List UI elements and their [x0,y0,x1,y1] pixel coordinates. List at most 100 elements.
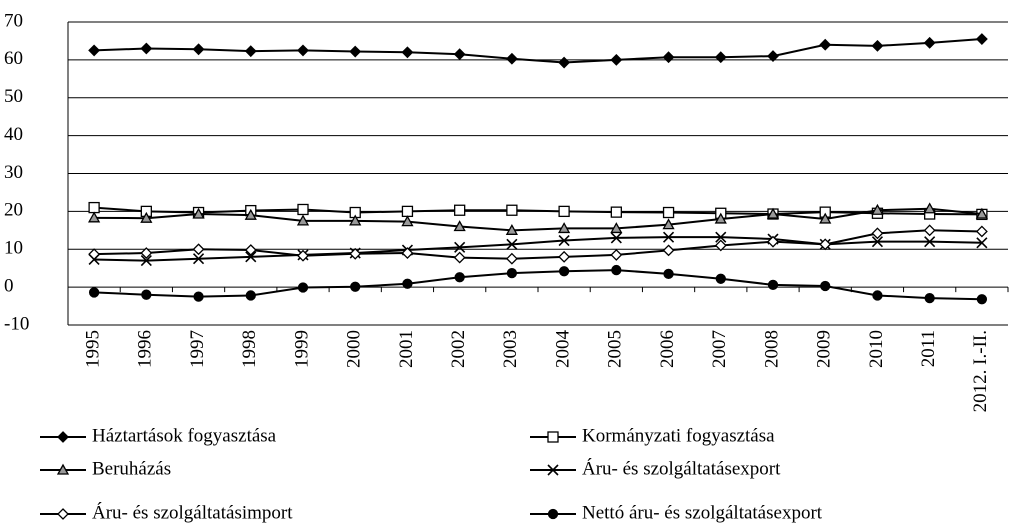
marker [662,218,675,230]
marker [350,281,361,292]
series-line [94,229,982,260]
y-tick-label: -10 [4,313,29,334]
y-tick-label: 40 [4,124,23,145]
legend-label: Nettó áru- és szolgáltatásexport [582,502,823,523]
series-line [94,207,982,232]
marker [297,249,309,262]
marker [558,222,571,234]
marker [715,273,726,284]
marker [88,248,101,261]
x-tick-label: 2006 [657,330,678,368]
x-tick-label: 2003 [500,330,521,368]
x-tick-label: 2008 [761,330,782,368]
marker [975,225,988,238]
marker [297,203,309,216]
marker [924,236,936,248]
marker [140,247,153,259]
y-tick-label: 0 [4,275,14,296]
series-line [94,206,982,216]
marker [244,208,257,220]
marker [297,44,309,57]
marker [401,46,414,59]
marker [454,241,466,253]
marker [244,45,257,58]
marker [140,42,153,55]
legend-label: Beruházás [92,458,171,479]
marker [505,52,518,65]
marker [819,38,832,51]
marker [192,43,205,56]
marker [401,247,414,259]
legend-label: Kormányzati fogyasztása [582,425,775,446]
y-tick-label: 10 [4,238,23,259]
marker [611,264,622,276]
y-tick-label: 50 [4,86,23,107]
marker [349,214,362,226]
x-tick-label: 2000 [344,330,365,368]
marker [192,207,205,219]
x-tick-label: 2011 [918,330,939,367]
marker [819,212,832,224]
marker [192,253,205,265]
marker [558,56,571,69]
marker [610,206,622,218]
marker [402,278,413,289]
marker [767,279,779,291]
series-line [94,38,982,64]
marker [820,280,831,292]
marker [454,204,466,216]
y-tick-label: 60 [4,48,23,69]
marker [662,231,675,243]
marker [923,202,936,214]
marker [714,239,727,252]
x-tick-label: 1996 [135,330,156,368]
marker [506,204,518,216]
series-line [94,236,982,262]
marker [923,36,936,49]
x-tick-label: 2009 [814,330,835,368]
legend-marker [547,464,559,476]
marker [244,244,257,256]
marker [558,205,570,218]
marker [505,223,518,235]
marker [610,249,623,261]
marker [766,207,780,219]
legend-marker [56,463,70,475]
marker [88,201,100,214]
marker [872,290,883,301]
marker [506,238,518,250]
marker [975,33,988,45]
y-tick-label: 20 [4,200,23,221]
marker [140,211,153,223]
marker [662,244,675,257]
marker [296,214,310,226]
marker [715,231,727,243]
x-tick-label: 2001 [396,330,417,368]
marker [714,51,727,64]
marker [871,203,884,215]
marker [610,232,622,244]
marker [297,282,309,293]
marker [871,39,884,52]
marker [923,224,936,237]
marker [975,207,988,219]
marker [558,234,570,247]
marker [610,222,623,234]
marker [663,268,674,280]
marker [871,227,884,240]
marker [558,266,570,277]
marker [141,289,152,300]
marker [140,255,152,267]
x-tick-label: 1997 [187,330,208,368]
marker [454,272,465,283]
marker [505,252,518,265]
x-tick-label: 2010 [866,330,887,368]
marker [610,53,623,66]
legend-label: Áru- és szolgáltatásimport [92,501,293,523]
marker [767,235,779,248]
x-tick-label: 2007 [709,330,730,368]
marker [558,250,571,263]
legend-label: Háztartások fogyasztása [92,425,277,446]
marker [767,50,779,63]
y-tick-label: 70 [4,10,23,31]
